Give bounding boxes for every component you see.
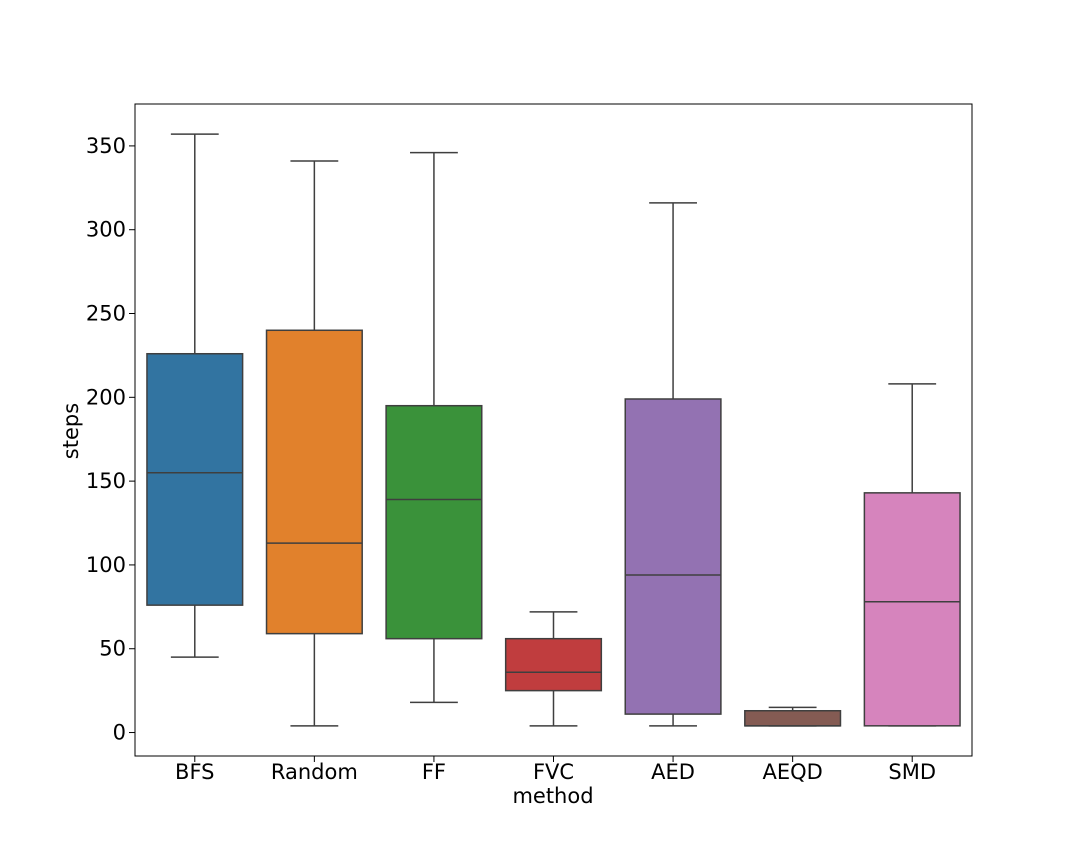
y-tick-label: 150 bbox=[86, 469, 126, 493]
y-tick-label: 0 bbox=[113, 721, 126, 745]
x-tick-label-smd: SMD bbox=[888, 760, 936, 784]
y-tick-label: 50 bbox=[99, 637, 126, 661]
y-axis: 0 50 100 150 200 250 300 350 bbox=[86, 134, 135, 745]
y-tick-label: 350 bbox=[86, 134, 126, 158]
x-axis-label: method bbox=[512, 784, 593, 808]
y-tick-label: 200 bbox=[86, 385, 126, 409]
box-aeqd bbox=[744, 706, 842, 727]
boxes-group bbox=[146, 133, 961, 727]
box-random bbox=[265, 160, 363, 727]
x-tick-label-random: Random bbox=[271, 760, 358, 784]
box-fvc bbox=[504, 611, 603, 727]
box-body-aeqd bbox=[744, 709, 842, 727]
x-axis: BFS Random FF FVC AED AEQD SMD bbox=[175, 756, 936, 784]
x-tick-label-ff: FF bbox=[422, 760, 446, 784]
y-tick-label: 250 bbox=[86, 302, 126, 326]
box-ff bbox=[385, 151, 483, 704]
x-tick-label-aeqd: AEQD bbox=[762, 760, 822, 784]
box-body-fvc bbox=[504, 637, 603, 692]
x-tick-label-fvc: FVC bbox=[533, 760, 574, 784]
x-tick-label-aed: AED bbox=[651, 760, 695, 784]
y-tick-label: 100 bbox=[86, 553, 126, 577]
box-body-aed bbox=[624, 398, 722, 715]
box-smd bbox=[863, 383, 961, 727]
y-axis-label: steps bbox=[59, 403, 83, 459]
box-bfs bbox=[146, 133, 244, 658]
x-tick-label-bfs: BFS bbox=[175, 760, 214, 784]
box-body-bfs bbox=[146, 352, 244, 606]
box-aed bbox=[624, 202, 722, 727]
y-tick-label: 300 bbox=[86, 218, 126, 242]
box-body-random bbox=[265, 329, 363, 635]
box-body-ff bbox=[385, 404, 483, 640]
box-body-smd bbox=[863, 492, 961, 727]
